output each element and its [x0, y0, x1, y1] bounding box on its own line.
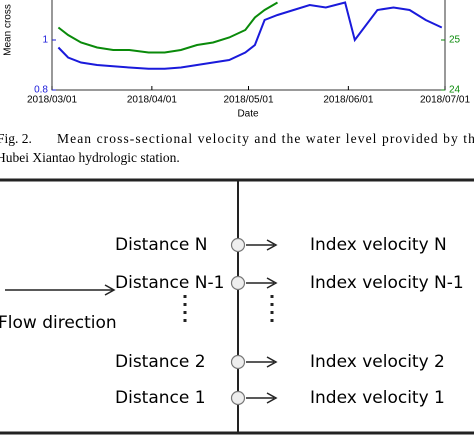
x-tick-label: 2018/04/01	[127, 95, 177, 106]
y-tick-label: 0.8	[34, 85, 48, 96]
velocity-label: Index velocity 1	[310, 388, 445, 408]
x-tick-label: 2018/06/01	[323, 95, 373, 106]
x-tick-label: 2018/05/01	[223, 95, 273, 106]
measure-point	[230, 354, 246, 370]
measure-point	[230, 237, 246, 253]
caption-label: Fig. 2.	[0, 131, 32, 146]
plot-frame	[51, 0, 446, 91]
flow-label: Flow direction	[0, 313, 117, 333]
series-line	[57, 1, 279, 54]
caption-line: Hubei Xiantao hydrologic station.	[0, 150, 180, 165]
x-tick-label: 2018/07/01	[420, 95, 470, 106]
ellipsis	[183, 295, 274, 326]
y-tick-label: 1	[42, 35, 48, 46]
index-arrowhead	[266, 239, 278, 251]
series-line	[57, 1, 443, 70]
distance-label: Distance 2	[115, 352, 206, 372]
distance-label: Distance N	[115, 235, 207, 255]
caption-line: Mean cross-sectional velocity and the wa…	[57, 131, 474, 146]
measure-point	[230, 275, 246, 291]
y-axis-label: Mean cross	[3, 4, 14, 56]
index-arrowhead	[266, 277, 278, 289]
flow-arrowhead	[104, 284, 116, 296]
velocity-label: Index velocity N-1	[310, 273, 464, 293]
velocity-label: Index velocity 2	[310, 352, 445, 372]
y2-tick-label: 25	[449, 35, 461, 46]
y2-tick-label: 24	[449, 85, 461, 96]
distance-label: Distance N-1	[115, 273, 224, 293]
velocity-label: Index velocity N	[310, 235, 447, 255]
x-tick-label: 2018/03/01	[27, 95, 77, 106]
measure-point	[230, 390, 246, 406]
index-arrowhead	[266, 356, 278, 368]
diagram: Flow direction Distance N Index velocity …	[0, 178, 474, 435]
x-axis-label: Date	[237, 109, 259, 120]
index-arrowhead	[266, 392, 278, 404]
distance-label: Distance 1	[115, 388, 206, 408]
